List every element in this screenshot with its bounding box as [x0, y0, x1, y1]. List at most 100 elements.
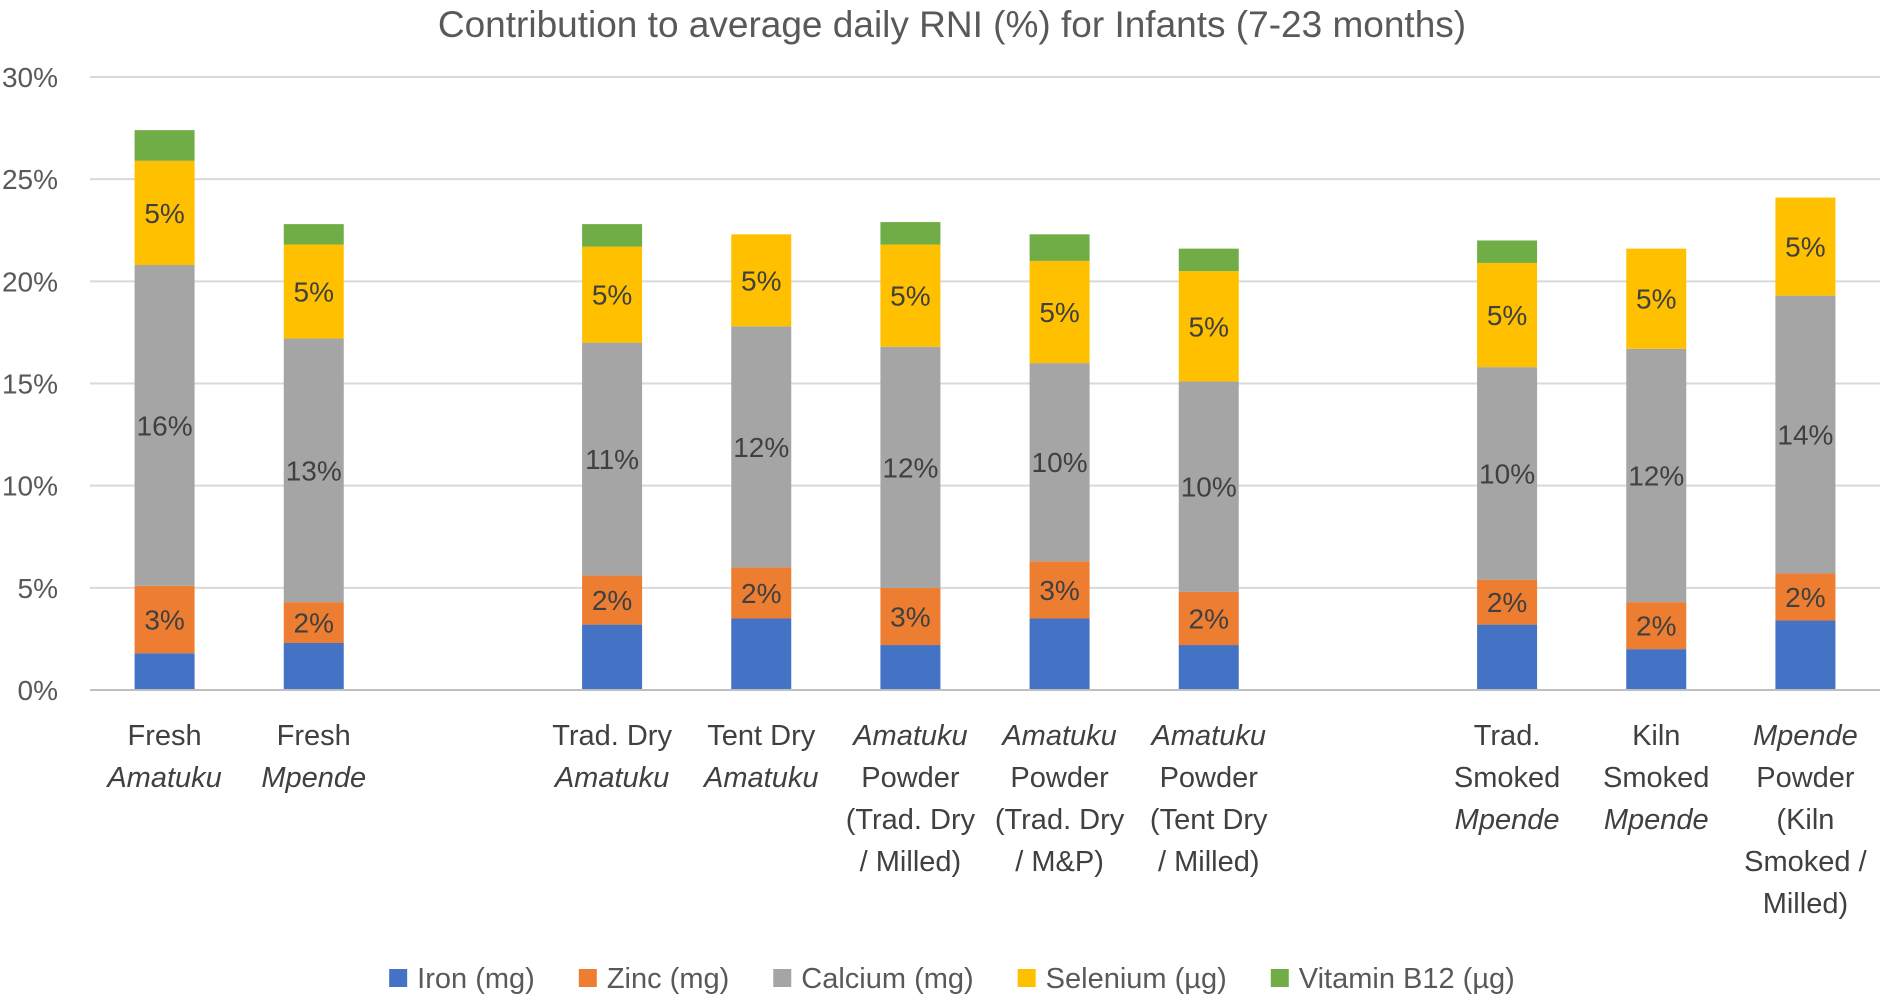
data-label: 5% [1785, 232, 1825, 263]
y-tick-label: 15% [2, 369, 58, 400]
legend-swatch [773, 969, 792, 987]
data-label: 12% [882, 452, 938, 483]
bar-segment [1626, 649, 1687, 690]
data-label: 3% [144, 605, 184, 636]
data-label: 2% [1189, 603, 1229, 634]
data-label: 14% [1777, 420, 1833, 451]
y-tick-label: 5% [18, 573, 58, 604]
data-label: 16% [137, 410, 193, 441]
bar-segment [134, 160, 195, 265]
category-label: Mpende [1604, 804, 1709, 836]
bar-segment [1775, 620, 1836, 690]
category-label: Mpende [261, 762, 366, 794]
bar-segment [582, 624, 643, 690]
bar-segment [582, 575, 643, 625]
data-label: 3% [890, 601, 930, 632]
legend-item: Vitamin B12 (µg) [1270, 963, 1515, 995]
bar-segment [1029, 234, 1090, 261]
data-label: 3% [1039, 575, 1079, 606]
bar-segment [1477, 579, 1538, 625]
data-label: 5% [144, 198, 184, 229]
bar-segment [1626, 602, 1687, 650]
legend: Iron (mg) Zinc (mg) Calcium (mg) Selenium (… [389, 963, 1515, 995]
data-label: 5% [294, 277, 334, 308]
bar-segment [1178, 591, 1239, 646]
data-label: 5% [1636, 284, 1676, 315]
y-tick-label: 30% [2, 62, 58, 93]
bar-segment [1029, 561, 1090, 619]
data-label: 2% [741, 578, 781, 609]
category-label: Mpende [1753, 720, 1858, 752]
data-label: 5% [592, 280, 632, 311]
bar-segment [731, 234, 792, 327]
bar-segment [1178, 381, 1239, 592]
bar-segment [134, 585, 195, 654]
legend-swatch [1017, 969, 1036, 987]
legend-label: Calcium (mg) [801, 963, 973, 995]
y-tick-label: 25% [2, 164, 58, 195]
y-tick-label: 0% [18, 675, 58, 706]
bar-segment [1626, 248, 1687, 349]
data-label: 10% [1181, 472, 1237, 503]
bar-segment [880, 244, 941, 347]
bar-segment [731, 618, 792, 690]
category-label: Fresh [277, 720, 351, 752]
bar-segment [880, 222, 941, 245]
data-label: 2% [1785, 582, 1825, 613]
bar-segment [880, 346, 941, 588]
bar-segment [283, 338, 344, 603]
bar-segment [1477, 367, 1538, 580]
bar-segment [1477, 262, 1538, 368]
category-label: Amatuku [105, 762, 221, 794]
bar-segment [1775, 197, 1836, 296]
category-label: (Trad. Dry [846, 804, 976, 836]
bar-segment [1029, 618, 1090, 690]
legend-label: Selenium (µg) [1046, 963, 1227, 995]
legend-item: Zinc (mg) [578, 963, 729, 995]
bar-segment [1178, 645, 1239, 690]
category-label: Powder [1160, 762, 1259, 794]
category-label: (Tent Dry [1150, 804, 1268, 836]
data-labels: 3% 16% 5% 2% 13% 5% 2% 11% 5% 2% 12% 5% 3% 12% 5% 3% 10%… [137, 198, 1834, 642]
category-label: Tent Dry [707, 720, 815, 752]
bar-segment [1775, 295, 1836, 574]
category-label: Smoked / [1744, 846, 1867, 878]
y-tick-label: 20% [2, 266, 58, 297]
category-label: Trad. Dry [552, 720, 672, 752]
legend-item: Iron (mg) [389, 963, 535, 995]
bar-segment [283, 244, 344, 339]
gridlines [90, 76, 1880, 589]
data-label: 5% [1039, 297, 1079, 328]
data-label: 12% [733, 432, 789, 463]
bar-segment [1477, 240, 1538, 263]
category-label: Milled) [1763, 888, 1848, 920]
category-label: Smoked [1603, 762, 1709, 794]
category-label: Amatuku [1000, 720, 1116, 752]
bar-segment [880, 645, 941, 690]
data-label: 11% [585, 444, 639, 475]
category-labels: Fresh Amatuku Fresh Mpende Trad. Dry Amatuku T… [105, 720, 1867, 920]
legend-label: Vitamin B12 (µg) [1299, 963, 1515, 995]
data-label: 2% [1636, 611, 1676, 642]
bar-segment [582, 342, 643, 576]
category-label: Smoked [1454, 762, 1560, 794]
data-label: 2% [1487, 587, 1527, 618]
bar-segment [283, 602, 344, 644]
bar-segment [1178, 248, 1239, 272]
category-label: Amatuku [553, 762, 669, 794]
data-label: 5% [890, 281, 930, 312]
category-label: Fresh [128, 720, 202, 752]
y-tick-label: 10% [2, 471, 58, 502]
data-label: 12% [1628, 460, 1684, 491]
category-label: Trad. [1474, 720, 1541, 752]
category-label: Mpende [1455, 804, 1560, 836]
category-label: Amatuku [702, 762, 818, 794]
bar-segment [582, 224, 643, 247]
legend-swatch [1270, 969, 1289, 987]
category-label: Kiln [1632, 720, 1680, 752]
data-label: 2% [294, 608, 334, 639]
data-label: 5% [1189, 311, 1229, 342]
bar-segment [134, 130, 195, 161]
data-label: 2% [592, 585, 632, 616]
y-axis-tick-labels: 0% 5% 10% 15% 20% 25% 30% [2, 62, 58, 706]
